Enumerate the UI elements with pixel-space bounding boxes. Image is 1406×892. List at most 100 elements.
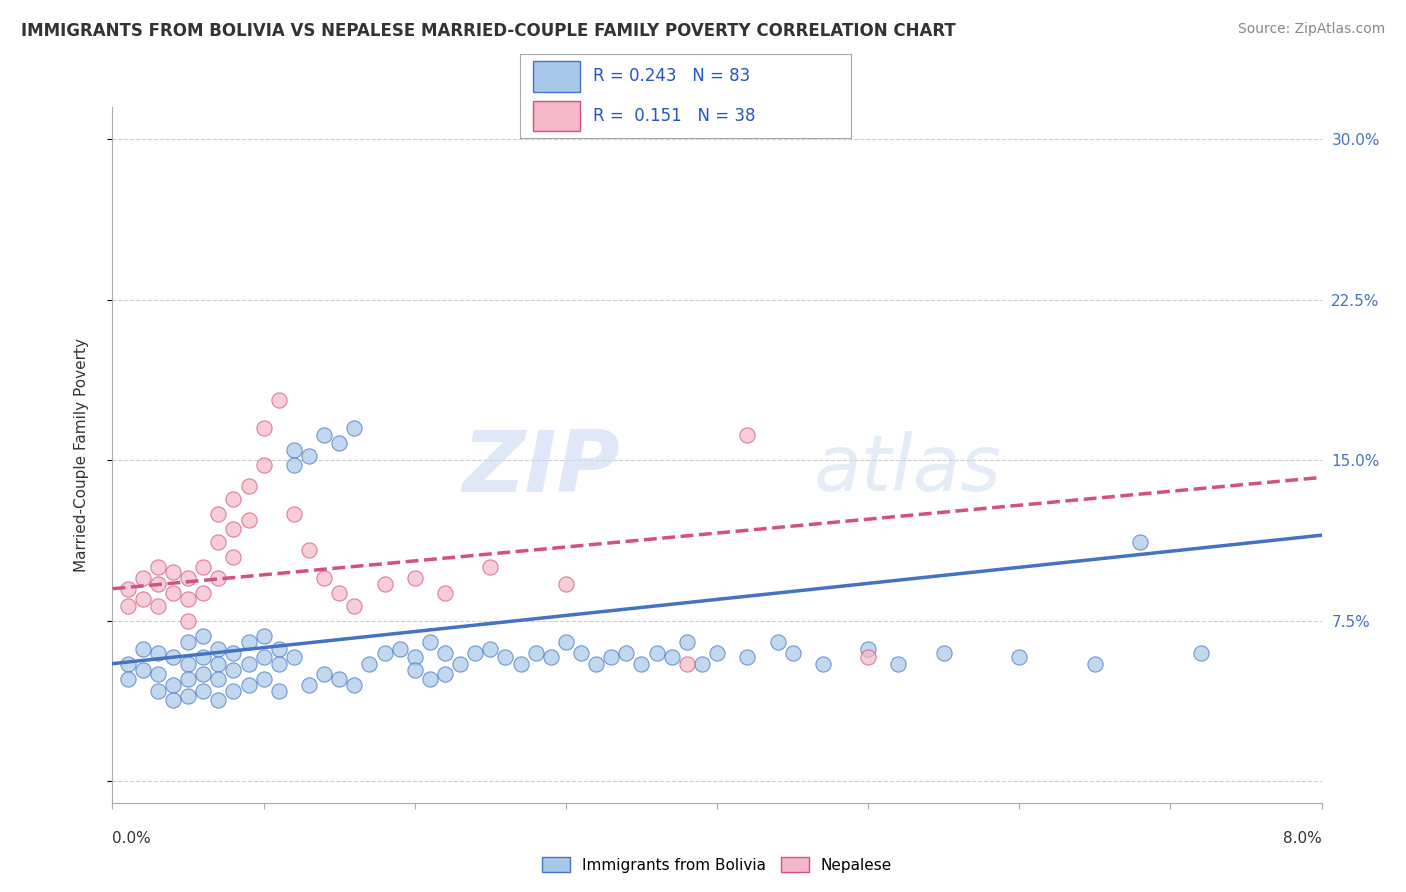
Point xyxy=(373,646,396,660)
Point xyxy=(373,577,396,591)
Point xyxy=(554,577,576,591)
Point xyxy=(856,650,880,665)
Bar xyxy=(533,62,579,92)
Point xyxy=(162,678,184,692)
Point xyxy=(675,657,697,671)
Point xyxy=(645,646,668,660)
Point xyxy=(600,650,623,665)
Point xyxy=(479,560,502,574)
Point xyxy=(207,571,229,585)
Point xyxy=(554,635,576,649)
Point xyxy=(661,650,683,665)
Point xyxy=(146,560,169,574)
Point xyxy=(298,449,321,463)
Point xyxy=(177,657,200,671)
Point xyxy=(706,646,728,660)
Point xyxy=(146,667,169,681)
Point xyxy=(146,577,169,591)
Text: IMMIGRANTS FROM BOLIVIA VS NEPALESE MARRIED-COUPLE FAMILY POVERTY CORRELATION CH: IMMIGRANTS FROM BOLIVIA VS NEPALESE MARR… xyxy=(21,22,956,40)
Point xyxy=(222,522,245,536)
Text: atlas: atlas xyxy=(814,431,1001,507)
Point xyxy=(404,663,426,677)
Point xyxy=(191,629,215,643)
Point xyxy=(782,646,804,660)
Text: 0.0%: 0.0% xyxy=(112,831,152,846)
Point xyxy=(177,635,200,649)
Point xyxy=(177,689,200,703)
Point xyxy=(207,534,229,549)
Point xyxy=(177,592,200,607)
Point xyxy=(887,657,910,671)
Point xyxy=(238,513,260,527)
Point xyxy=(253,458,276,472)
Point xyxy=(283,458,305,472)
Point xyxy=(207,693,229,707)
Y-axis label: Married-Couple Family Poverty: Married-Couple Family Poverty xyxy=(75,338,89,572)
Point xyxy=(222,684,245,698)
Point xyxy=(238,635,260,649)
Point xyxy=(404,571,426,585)
Point xyxy=(856,641,880,656)
Point xyxy=(388,641,411,656)
Point xyxy=(222,663,245,677)
Legend: Immigrants from Bolivia, Nepalese: Immigrants from Bolivia, Nepalese xyxy=(536,850,898,879)
Point xyxy=(191,560,215,574)
Text: Source: ZipAtlas.com: Source: ZipAtlas.com xyxy=(1237,22,1385,37)
Point xyxy=(283,507,305,521)
Point xyxy=(616,646,638,660)
Point xyxy=(737,650,759,665)
Point xyxy=(540,650,562,665)
Point xyxy=(811,657,834,671)
Point xyxy=(191,684,215,698)
Point xyxy=(524,646,547,660)
Point xyxy=(132,663,155,677)
Point xyxy=(162,693,184,707)
Point xyxy=(267,393,290,408)
Point xyxy=(146,684,169,698)
Point xyxy=(283,650,305,665)
Point xyxy=(419,635,441,649)
Point xyxy=(207,672,229,686)
Point xyxy=(464,646,486,660)
Point xyxy=(343,421,366,435)
Point xyxy=(343,678,366,692)
Point xyxy=(298,543,321,558)
Point xyxy=(312,427,335,442)
Point xyxy=(191,586,215,600)
Point xyxy=(328,436,350,450)
Point xyxy=(207,657,229,671)
Point xyxy=(146,599,169,613)
Point xyxy=(267,657,290,671)
Text: 8.0%: 8.0% xyxy=(1282,831,1322,846)
Point xyxy=(585,657,607,671)
Point xyxy=(267,684,290,698)
Point xyxy=(177,571,200,585)
Point xyxy=(238,678,260,692)
Point xyxy=(359,657,381,671)
Point xyxy=(117,582,139,596)
Point xyxy=(1084,657,1107,671)
Text: R = 0.243   N = 83: R = 0.243 N = 83 xyxy=(593,68,751,86)
Point xyxy=(690,657,713,671)
Point xyxy=(253,421,276,435)
Point xyxy=(569,646,592,660)
Point xyxy=(312,667,335,681)
Point xyxy=(191,667,215,681)
Point xyxy=(1189,646,1212,660)
Point xyxy=(419,672,441,686)
Point xyxy=(207,507,229,521)
Point xyxy=(1129,534,1152,549)
Point xyxy=(117,657,139,671)
Point xyxy=(298,678,321,692)
Point xyxy=(207,641,229,656)
Point xyxy=(343,599,366,613)
Point xyxy=(253,672,276,686)
Point xyxy=(117,599,139,613)
Point xyxy=(433,646,456,660)
Point xyxy=(449,657,471,671)
Text: ZIP: ZIP xyxy=(463,427,620,510)
Point xyxy=(328,586,350,600)
Point xyxy=(932,646,955,660)
Bar xyxy=(533,101,579,131)
Point xyxy=(238,479,260,493)
